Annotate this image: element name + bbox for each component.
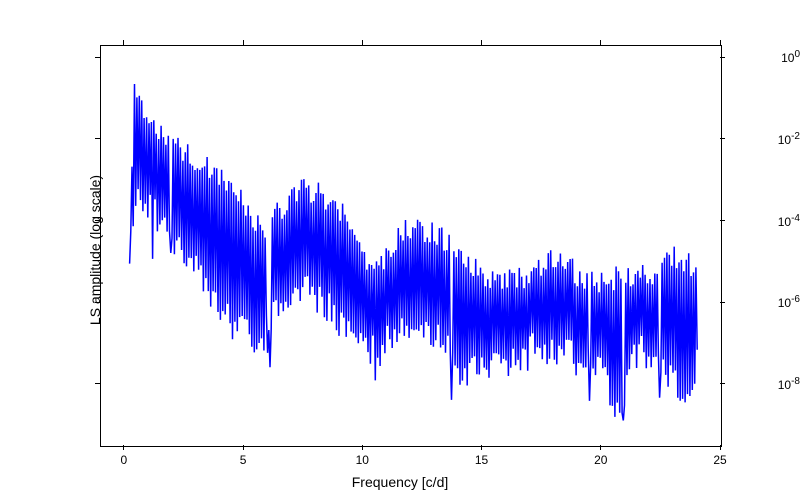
x-tick-mark <box>720 40 721 45</box>
y-tick-label: 100 <box>710 49 800 65</box>
plot-area <box>100 45 722 447</box>
spectrum-line <box>101 46 721 446</box>
x-tick-label: 15 <box>475 453 488 467</box>
x-tick-mark <box>243 40 244 45</box>
x-tick-mark <box>720 445 721 450</box>
x-tick-label: 20 <box>594 453 607 467</box>
x-tick-mark <box>481 445 482 450</box>
x-tick-mark <box>362 40 363 45</box>
x-axis-label: Frequency [c/d] <box>352 474 449 490</box>
x-tick-mark <box>600 445 601 450</box>
x-tick-mark <box>243 445 244 450</box>
y-tick-label: 10-8 <box>710 376 800 392</box>
y-tick-label: 10-4 <box>710 213 800 229</box>
y-tick-label: 10-2 <box>710 131 800 147</box>
y-tick-mark <box>95 383 100 384</box>
x-tick-mark <box>481 40 482 45</box>
y-tick-mark <box>95 57 100 58</box>
chart-container: LS amplitude (log scale) Frequency [c/d]… <box>0 0 800 500</box>
y-tick-mark <box>95 220 100 221</box>
y-tick-label: 10-6 <box>710 294 800 310</box>
x-tick-mark <box>123 40 124 45</box>
x-tick-label: 5 <box>240 453 247 467</box>
x-tick-label: 10 <box>356 453 369 467</box>
y-tick-mark <box>95 302 100 303</box>
x-tick-mark <box>123 445 124 450</box>
y-tick-mark <box>95 138 100 139</box>
x-tick-mark <box>600 40 601 45</box>
x-tick-label: 25 <box>713 453 726 467</box>
x-tick-mark <box>362 445 363 450</box>
x-tick-label: 0 <box>121 453 128 467</box>
